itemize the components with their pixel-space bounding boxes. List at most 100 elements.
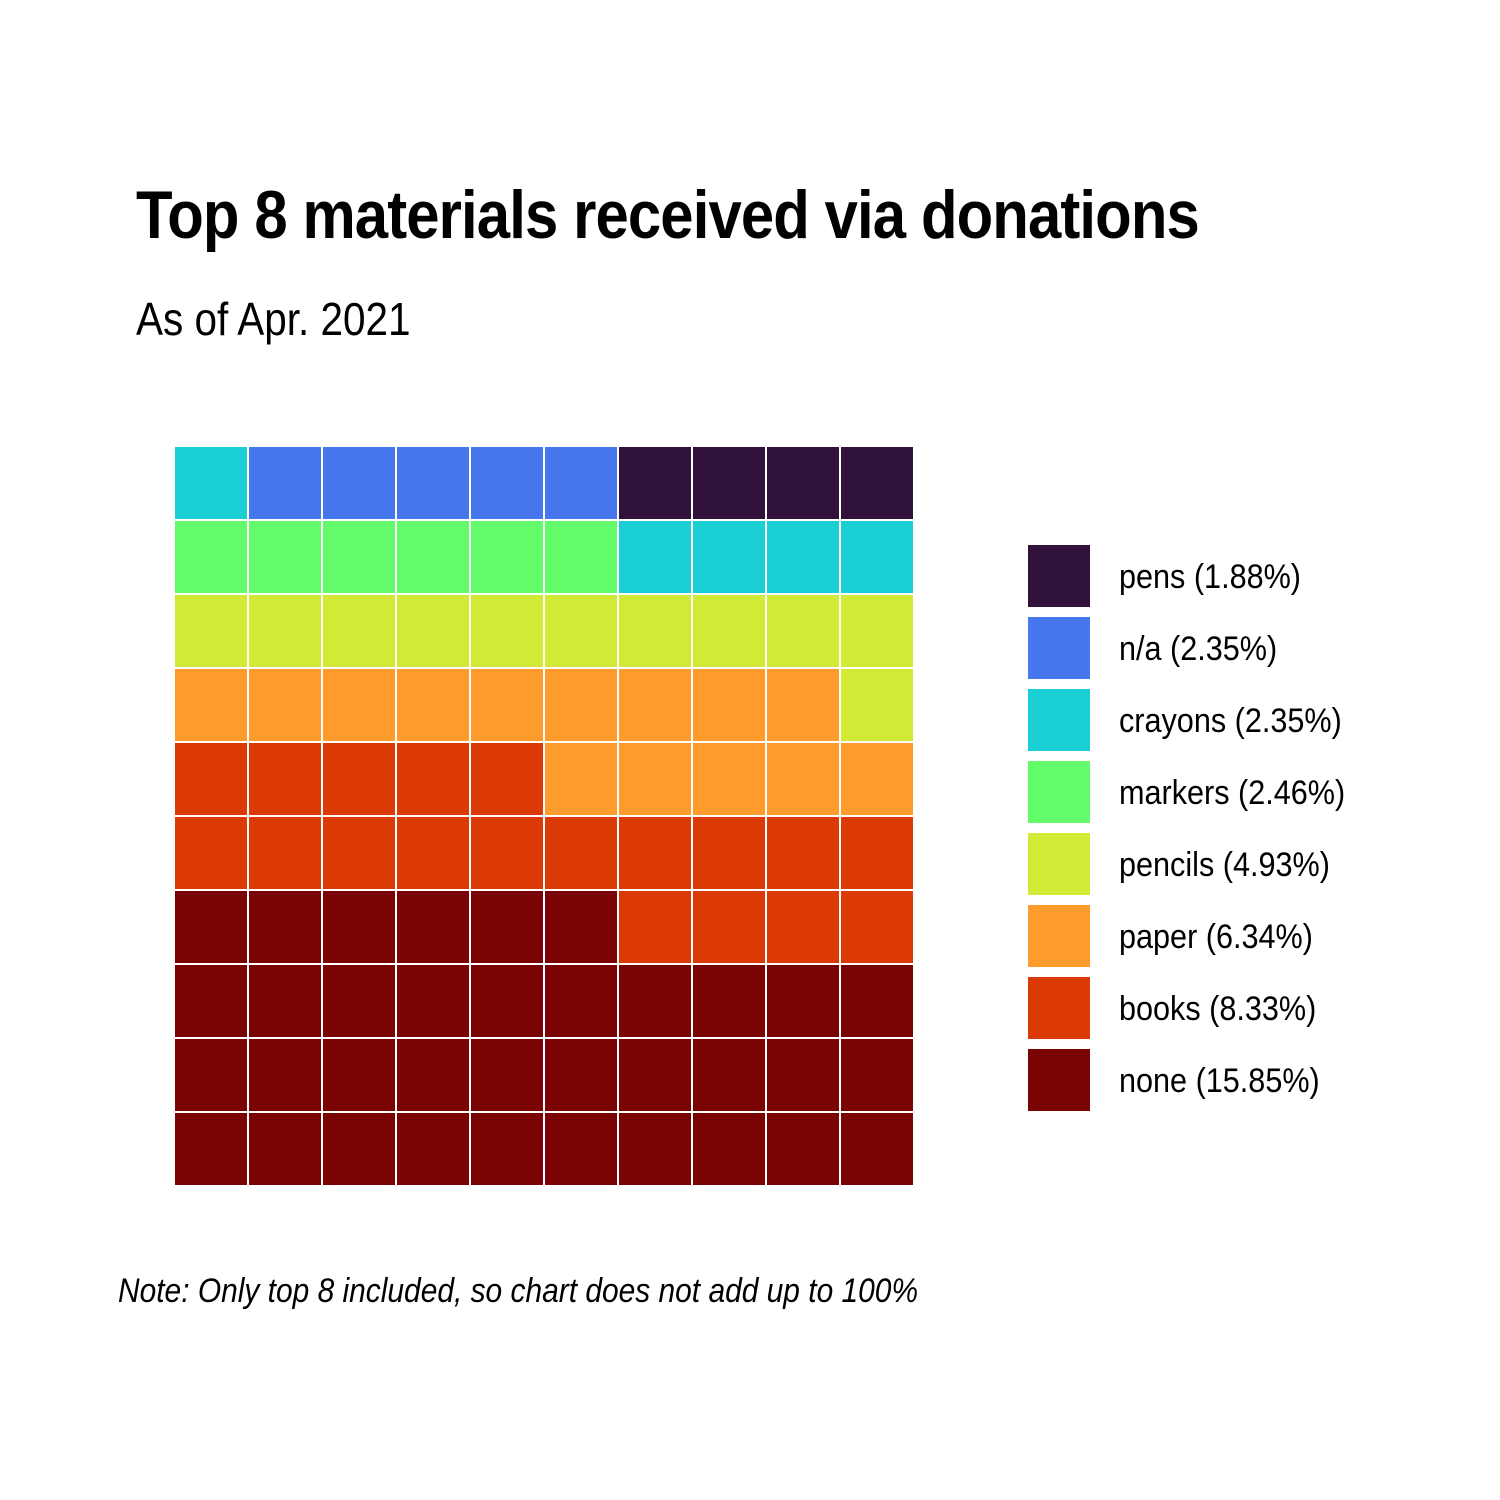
waffle-cell-none <box>543 889 619 965</box>
chart-subtitle: As of Apr. 2021 <box>136 293 411 345</box>
legend-label: crayons (2.35%) <box>1119 702 1342 740</box>
waffle-cell-none <box>321 889 397 965</box>
waffle-cell-books <box>395 741 471 817</box>
legend-label: paper (6.34%) <box>1119 918 1313 956</box>
legend-label: n/a (2.35%) <box>1119 630 1278 668</box>
waffle-cell-none <box>247 963 323 1039</box>
waffle-cell-paper <box>173 667 249 743</box>
waffle-cell-books <box>839 815 915 891</box>
waffle-cell-pencils <box>839 593 915 669</box>
waffle-cell-paper <box>617 741 693 817</box>
legend-key <box>1028 761 1090 823</box>
waffle-cell-none <box>469 1037 545 1113</box>
waffle-cell-books <box>765 815 841 891</box>
waffle-cell-n-a <box>543 445 619 521</box>
waffle-cell-n-a <box>469 445 545 521</box>
legend-item: books (8.33%) <box>1028 977 1468 1039</box>
waffle-cell-none <box>543 1111 619 1187</box>
waffle-cell-none <box>395 1111 471 1187</box>
waffle-cell-none <box>691 1111 767 1187</box>
legend-item: n/a (2.35%) <box>1028 617 1468 679</box>
waffle-cell-pencils <box>395 593 471 669</box>
waffle-cell-books <box>765 889 841 965</box>
waffle-cell-none <box>543 963 619 1039</box>
chart-caption: Note: Only top 8 included, so chart does… <box>118 1272 919 1310</box>
waffle-cell-crayons <box>173 445 249 521</box>
waffle-cell-paper <box>543 741 619 817</box>
waffle-cell-paper <box>395 667 471 743</box>
waffle-cell-books <box>173 741 249 817</box>
waffle-cell-none <box>469 1111 545 1187</box>
waffle-cell-paper <box>617 667 693 743</box>
waffle-cell-books <box>395 815 471 891</box>
waffle-cell-none <box>839 1037 915 1113</box>
legend-item: pens (1.88%) <box>1028 545 1468 607</box>
waffle-cell-none <box>173 963 249 1039</box>
waffle-cell-pencils <box>469 593 545 669</box>
waffle-cell-markers <box>247 519 323 595</box>
waffle-cell-paper <box>839 741 915 817</box>
chart-title: Top 8 materials received via donations <box>136 177 1200 253</box>
waffle-cell-markers <box>543 519 619 595</box>
waffle-cell-none <box>617 1111 693 1187</box>
waffle-cell-none <box>321 963 397 1039</box>
waffle-cell-pencils <box>839 667 915 743</box>
waffle-cell-paper <box>691 667 767 743</box>
legend-item: crayons (2.35%) <box>1028 689 1468 751</box>
waffle-cell-none <box>247 1111 323 1187</box>
waffle-cell-paper <box>765 667 841 743</box>
waffle-cell-none <box>469 889 545 965</box>
waffle-cell-pens <box>617 445 693 521</box>
waffle-cell-paper <box>765 741 841 817</box>
waffle-cell-pencils <box>617 593 693 669</box>
legend-item: none (15.85%) <box>1028 1049 1468 1111</box>
waffle-cell-books <box>321 815 397 891</box>
legend-item: paper (6.34%) <box>1028 905 1468 967</box>
waffle-cell-none <box>765 1037 841 1113</box>
waffle-cell-none <box>395 1037 471 1113</box>
waffle-cell-pencils <box>691 593 767 669</box>
waffle-cell-none <box>321 1111 397 1187</box>
waffle-cell-none <box>617 1037 693 1113</box>
legend-label: books (8.33%) <box>1119 990 1317 1028</box>
waffle-cell-books <box>691 815 767 891</box>
legend-label: pencils (4.93%) <box>1119 846 1330 884</box>
legend-label: none (15.85%) <box>1119 1062 1320 1100</box>
waffle-cell-none <box>173 1037 249 1113</box>
waffle-cell-none <box>691 963 767 1039</box>
waffle-cell-none <box>839 963 915 1039</box>
waffle-cell-books <box>321 741 397 817</box>
waffle-cell-books <box>247 741 323 817</box>
waffle-cell-markers <box>469 519 545 595</box>
waffle-cell-crayons <box>617 519 693 595</box>
waffle-cell-pencils <box>765 593 841 669</box>
waffle-cell-pencils <box>247 593 323 669</box>
waffle-cell-books <box>617 815 693 891</box>
waffle-cell-n-a <box>247 445 323 521</box>
waffle-cell-pens <box>765 445 841 521</box>
waffle-cell-books <box>691 889 767 965</box>
waffle-cell-pencils <box>173 593 249 669</box>
waffle-cell-books <box>469 741 545 817</box>
waffle-cell-books <box>543 815 619 891</box>
waffle-cell-none <box>173 889 249 965</box>
waffle-cell-none <box>543 1037 619 1113</box>
waffle-cell-markers <box>173 519 249 595</box>
waffle-cell-n-a <box>321 445 397 521</box>
waffle-cell-books <box>617 889 693 965</box>
waffle-cell-paper <box>543 667 619 743</box>
waffle-cell-paper <box>469 667 545 743</box>
waffle-cell-none <box>321 1037 397 1113</box>
waffle-cell-none <box>395 889 471 965</box>
waffle-cell-none <box>247 889 323 965</box>
legend-item: markers (2.46%) <box>1028 761 1468 823</box>
legend-key <box>1028 617 1090 679</box>
legend-key <box>1028 905 1090 967</box>
waffle-cell-paper <box>691 741 767 817</box>
waffle-cell-n-a <box>395 445 471 521</box>
waffle-cell-markers <box>395 519 471 595</box>
waffle-cell-pencils <box>543 593 619 669</box>
waffle-cell-pencils <box>321 593 397 669</box>
